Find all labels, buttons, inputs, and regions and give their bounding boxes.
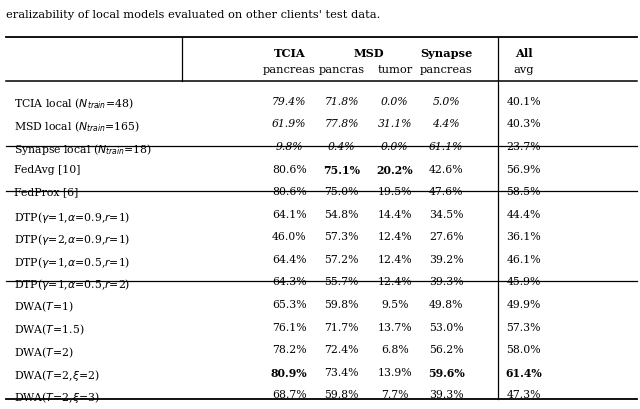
Text: 6.8%: 6.8% [381,345,409,355]
Text: 45.9%: 45.9% [506,277,541,288]
Text: 75.1%: 75.1% [323,164,360,175]
Text: 61.1%: 61.1% [429,142,463,152]
Text: 71.8%: 71.8% [324,97,359,107]
Text: 56.9%: 56.9% [506,164,541,175]
Text: DWA($T$=2,$\xi$=2): DWA($T$=2,$\xi$=2) [14,368,100,383]
Text: 36.1%: 36.1% [506,232,541,242]
Text: 9.5%: 9.5% [381,300,408,310]
Text: 39.3%: 39.3% [429,277,463,288]
Text: 61.9%: 61.9% [272,119,307,129]
Text: 53.0%: 53.0% [429,323,463,333]
Text: 72.4%: 72.4% [324,345,359,355]
Text: 40.1%: 40.1% [506,97,541,107]
Text: 64.1%: 64.1% [272,210,307,220]
Text: DTP($\gamma$=1,$\alpha$=0.5,$r$=2): DTP($\gamma$=1,$\alpha$=0.5,$r$=2) [14,277,131,292]
Text: 54.8%: 54.8% [324,210,359,220]
Text: pancreas: pancreas [263,65,316,75]
Text: DTP($\gamma$=1,$\alpha$=0.9,$r$=1): DTP($\gamma$=1,$\alpha$=0.9,$r$=1) [14,210,131,225]
Text: Synapse: Synapse [420,48,472,59]
Text: 14.4%: 14.4% [378,210,412,220]
Text: 27.6%: 27.6% [429,232,463,242]
Text: 19.5%: 19.5% [378,187,412,197]
Text: 61.4%: 61.4% [505,368,542,379]
Text: 78.2%: 78.2% [272,345,307,355]
Text: Synapse local ($N_{train}$=18): Synapse local ($N_{train}$=18) [14,142,152,157]
Text: 4.4%: 4.4% [432,119,460,129]
Text: 40.3%: 40.3% [506,119,541,129]
Text: 59.8%: 59.8% [324,300,359,310]
Text: 39.3%: 39.3% [429,390,463,400]
Text: tumor: tumor [377,65,413,75]
Text: DWA($T$=2,$\xi$=3): DWA($T$=2,$\xi$=3) [14,390,100,405]
Text: pancreas: pancreas [420,65,472,75]
Text: DWA($T$=2): DWA($T$=2) [14,345,74,360]
Text: TCIA: TCIA [273,48,305,59]
Text: 44.4%: 44.4% [506,210,541,220]
Text: 57.3%: 57.3% [506,323,541,333]
Text: avg: avg [513,65,534,75]
Text: 64.4%: 64.4% [272,255,307,265]
Text: 80.6%: 80.6% [272,164,307,175]
Text: 20.2%: 20.2% [376,164,413,175]
Text: 13.9%: 13.9% [378,368,412,378]
Text: 7.7%: 7.7% [381,390,408,400]
Text: 55.7%: 55.7% [324,277,359,288]
Text: MSD local ($N_{train}$=165): MSD local ($N_{train}$=165) [14,119,140,134]
Text: 46.1%: 46.1% [506,255,541,265]
Text: 65.3%: 65.3% [272,300,307,310]
Text: 9.8%: 9.8% [275,142,303,152]
Text: 57.3%: 57.3% [324,232,359,242]
Text: 77.8%: 77.8% [324,119,359,129]
Text: 34.5%: 34.5% [429,210,463,220]
Text: 64.3%: 64.3% [272,277,307,288]
Text: 59.8%: 59.8% [324,390,359,400]
Text: FedAvg [10]: FedAvg [10] [14,164,81,175]
Text: 39.2%: 39.2% [429,255,463,265]
Text: 49.9%: 49.9% [506,300,541,310]
Text: 56.2%: 56.2% [429,345,463,355]
Text: 31.1%: 31.1% [378,119,412,129]
Text: All: All [515,48,532,59]
Text: DTP($\gamma$=2,$\alpha$=0.9,$r$=1): DTP($\gamma$=2,$\alpha$=0.9,$r$=1) [14,232,131,247]
Text: DTP($\gamma$=1,$\alpha$=0.5,$r$=1): DTP($\gamma$=1,$\alpha$=0.5,$r$=1) [14,255,131,270]
Text: 42.6%: 42.6% [429,164,463,175]
Text: 0.0%: 0.0% [381,142,409,152]
Text: 12.4%: 12.4% [378,277,412,288]
Text: 13.7%: 13.7% [378,323,412,333]
Text: 75.0%: 75.0% [324,187,359,197]
Text: eralizability of local models evaluated on other clients' test data.: eralizability of local models evaluated … [6,10,381,20]
Text: 12.4%: 12.4% [378,255,412,265]
Text: DWA($T$=1): DWA($T$=1) [14,300,74,315]
Text: 80.6%: 80.6% [272,187,307,197]
Text: 76.1%: 76.1% [272,323,307,333]
Text: 0.4%: 0.4% [328,142,356,152]
Text: 79.4%: 79.4% [272,97,307,107]
Text: DWA($T$=1.5): DWA($T$=1.5) [14,323,84,337]
Text: 80.9%: 80.9% [271,368,308,379]
Text: 68.7%: 68.7% [272,390,307,400]
Text: 58.5%: 58.5% [506,187,541,197]
Text: 0.0%: 0.0% [381,97,409,107]
Text: 49.8%: 49.8% [429,300,463,310]
Text: FedProx [6]: FedProx [6] [14,187,78,197]
Text: 47.3%: 47.3% [506,390,541,400]
Text: 59.6%: 59.6% [428,368,465,379]
Text: TCIA local ($N_{train}$=48): TCIA local ($N_{train}$=48) [14,97,134,111]
Text: 71.7%: 71.7% [324,323,359,333]
Text: 73.4%: 73.4% [324,368,359,378]
Text: 57.2%: 57.2% [324,255,359,265]
Text: 5.0%: 5.0% [432,97,460,107]
Text: 58.0%: 58.0% [506,345,541,355]
Text: MSD: MSD [353,48,384,59]
Text: 23.7%: 23.7% [506,142,541,152]
Text: 47.6%: 47.6% [429,187,463,197]
Text: 12.4%: 12.4% [378,232,412,242]
Text: 46.0%: 46.0% [272,232,307,242]
Text: pancras: pancras [319,65,365,75]
